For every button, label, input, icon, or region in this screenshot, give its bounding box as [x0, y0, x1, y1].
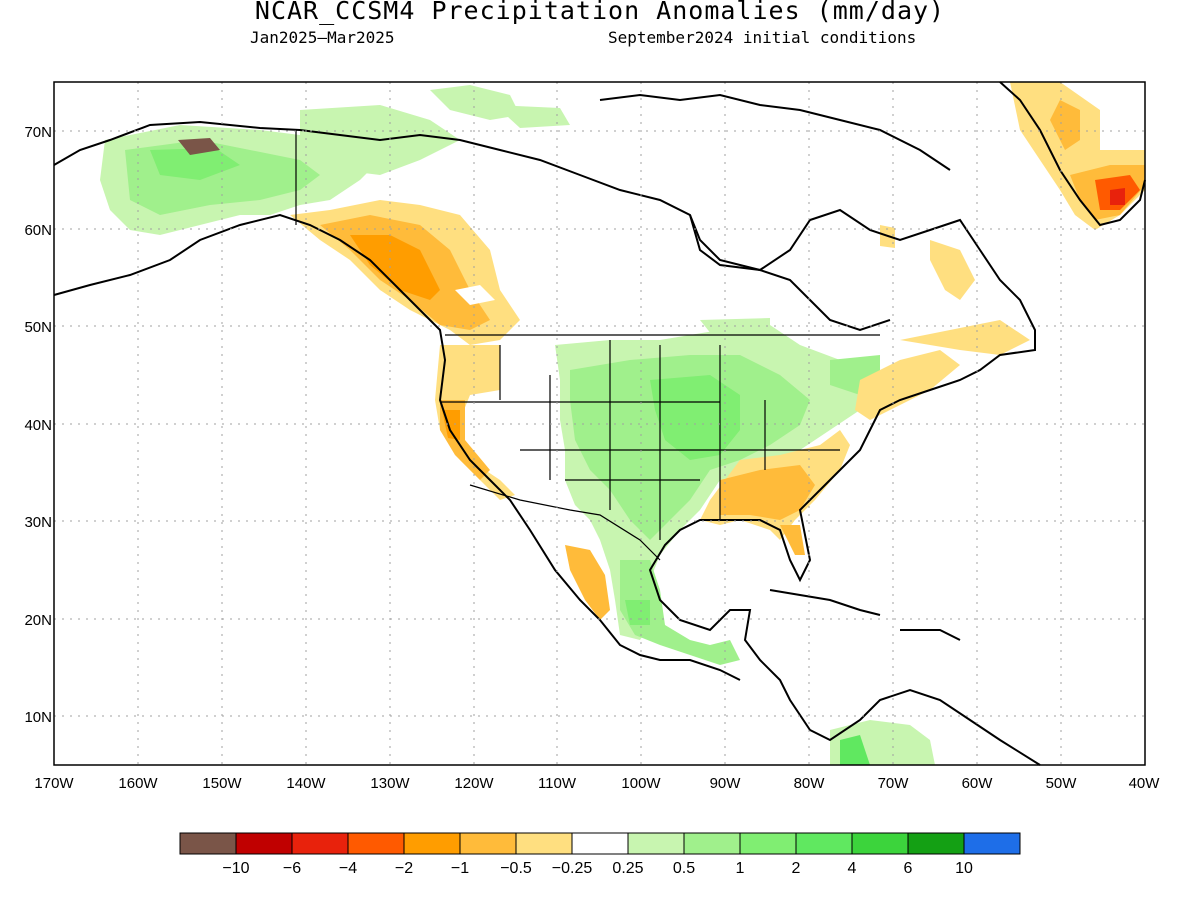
westcoast-yellow — [435, 345, 515, 500]
legend-swatch — [515, 832, 573, 855]
maritimes-yellow — [900, 320, 1030, 355]
lon-label: 40W — [1129, 775, 1161, 792]
arctic-pale-green — [430, 85, 520, 120]
initial-conditions: September2024 initial conditions — [608, 28, 917, 47]
legend-swatch — [627, 832, 685, 855]
greenland-light-orange-1 — [1050, 100, 1080, 150]
map-plot-area — [53, 81, 1146, 766]
lat-label: 20N — [24, 612, 52, 629]
alaska-brown — [178, 138, 220, 155]
ontario-pale-green — [700, 318, 770, 345]
main-coastline — [53, 120, 1041, 766]
political-borders — [295, 130, 880, 561]
legend-label: −1 — [451, 860, 469, 877]
state-borders — [440, 340, 840, 540]
legend-label: −6 — [283, 860, 301, 877]
lon-label: 70W — [878, 775, 910, 792]
hispaniola-coastline — [900, 629, 961, 641]
arctic-pale-green-2 — [495, 105, 570, 128]
legend-label: −0.25 — [552, 860, 593, 877]
legend-label: 4 — [848, 860, 857, 877]
legend-labels: −10 −6 −4 −2 −1 −0.5 −0.25 0.25 0.5 1 2 4 6 10 — [222, 860, 973, 877]
lon-label: 130W — [370, 775, 410, 792]
legend-swatch — [347, 832, 405, 855]
legend-label: 0.5 — [673, 860, 695, 877]
pacific-coastline — [53, 213, 741, 681]
legend-label: 6 — [904, 860, 913, 877]
map-title: NCAR_CCSM4 Precipitation Anomalies (mm/d… — [254, 0, 946, 25]
bc-white-gap — [455, 285, 495, 305]
lon-label: 110W — [538, 775, 577, 792]
map-gridlines — [54, 82, 1145, 765]
latitude-labels: 70N 60N 50N 40N 30N 20N 10N — [24, 124, 52, 726]
legend-swatch — [963, 832, 1021, 855]
lon-label: 90W — [710, 775, 742, 792]
lon-label: 140W — [286, 775, 326, 792]
lon-label: 150W — [202, 775, 242, 792]
colombia-green — [840, 735, 870, 765]
arctic-archipelago — [599, 93, 951, 171]
map-frame — [53, 81, 1146, 766]
lat-label: 70N — [24, 124, 52, 141]
lon-label: 60W — [962, 775, 994, 792]
legend-swatch — [291, 832, 349, 855]
lon-label: 80W — [794, 775, 826, 792]
anomaly-shading — [100, 82, 1145, 765]
southeast-light-orange — [720, 465, 815, 520]
legend-swatch — [683, 832, 741, 855]
lon-label: 160W — [118, 775, 158, 792]
forecast-period: Jan2025–Mar2025 — [250, 28, 395, 47]
lon-label: 170W — [34, 775, 74, 792]
lat-label: 50N — [24, 319, 52, 336]
legend-label: 2 — [792, 860, 801, 877]
legend-label: 1 — [736, 860, 745, 877]
legend-label: −4 — [339, 860, 357, 877]
legend-swatch — [179, 832, 237, 855]
cuba-coastline — [769, 589, 881, 616]
legend-swatch — [403, 832, 461, 855]
lat-label: 60N — [24, 222, 52, 239]
northeast-yellow — [855, 350, 960, 420]
central-us-green — [650, 375, 740, 460]
color-legend: −10 −6 −4 −2 −1 −0.5 −0.25 0.25 0.5 1 2 4 6 10 — [179, 832, 1021, 877]
longitude-labels: 170W 160W 150W 140W 130W 120W 110W 100W … — [34, 775, 1160, 792]
hudson-bay-coastline — [689, 214, 891, 332]
lat-label: 40N — [24, 417, 52, 434]
legend-label: −2 — [395, 860, 413, 877]
legend-label: −10 — [222, 860, 249, 877]
lon-label: 100W — [621, 775, 661, 792]
florida-light-orange — [780, 525, 805, 555]
lon-label: 120W — [454, 775, 494, 792]
legend-swatch — [459, 832, 517, 855]
legend-swatch — [739, 832, 797, 855]
mexico-light-green — [620, 560, 740, 665]
legend-swatch — [235, 832, 293, 855]
legend-swatches — [179, 832, 1021, 855]
bc-orange — [350, 235, 440, 300]
lat-label: 30N — [24, 514, 52, 531]
legend-label: −0.5 — [500, 860, 532, 877]
legend-swatch — [571, 832, 629, 855]
lon-label: 50W — [1046, 775, 1078, 792]
legend-swatch — [795, 832, 853, 855]
legend-label: 10 — [955, 860, 973, 877]
coastlines — [53, 81, 1146, 766]
greenland-coastline — [999, 81, 1146, 227]
mexico-light-orange — [565, 545, 610, 620]
labrador-yellow — [930, 240, 975, 300]
legend-swatch — [907, 832, 965, 855]
us-mexico-border — [469, 484, 661, 561]
legend-swatch — [851, 832, 909, 855]
legend-label: 0.25 — [612, 860, 643, 877]
lat-label: 10N — [24, 709, 52, 726]
alaska-green — [150, 148, 240, 180]
greenland-red — [1110, 188, 1125, 205]
